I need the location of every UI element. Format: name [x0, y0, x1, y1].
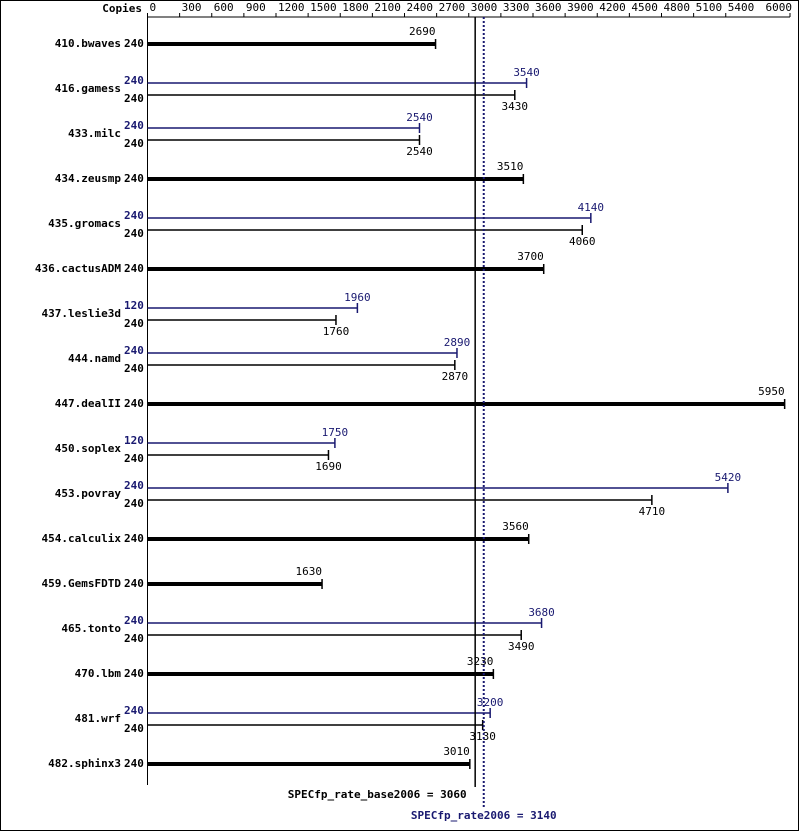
- reference-label: SPECfp_rate_base2006 = 3060: [288, 788, 467, 801]
- copies: 240: [124, 37, 144, 50]
- value-label: 2540: [406, 145, 433, 158]
- copies: 240: [124, 137, 144, 150]
- x-tick-label: 3900: [567, 1, 594, 14]
- x-tick-label: 0: [150, 1, 157, 14]
- copies: 240: [124, 362, 144, 375]
- copies: 240: [124, 74, 144, 87]
- benchmark-label: 450.soplex: [55, 442, 122, 455]
- value-label: 3200: [477, 696, 504, 709]
- copies: 240: [124, 344, 144, 357]
- copies: 240: [124, 397, 144, 410]
- benchmark-label: 454.calculix: [42, 532, 122, 545]
- x-tick-label: 2400: [407, 1, 434, 14]
- copies: 240: [124, 317, 144, 330]
- value-label: 1960: [344, 291, 371, 304]
- value-label: 1690: [315, 460, 342, 473]
- value-label: 3510: [497, 160, 524, 173]
- value-label: 2890: [444, 336, 471, 349]
- benchmark-label: 481.wrf: [75, 712, 121, 725]
- value-label: 4710: [639, 505, 666, 518]
- x-tick-label: 5400: [728, 1, 755, 14]
- value-label: 3540: [513, 66, 540, 79]
- value-label: 3130: [469, 730, 496, 743]
- copies: 120: [124, 299, 144, 312]
- value-label: 5420: [715, 471, 742, 484]
- x-tick-label: 3600: [535, 1, 562, 14]
- copies: 240: [124, 614, 144, 627]
- x-tick-label: 4800: [664, 1, 691, 14]
- x-tick-label: 5100: [696, 1, 723, 14]
- benchmark-label: 459.GemsFDTD: [42, 577, 122, 590]
- x-tick-label: 3300: [503, 1, 530, 14]
- benchmark-label: 434.zeusmp: [55, 172, 122, 185]
- value-label: 3010: [443, 745, 470, 758]
- x-tick-label: 1800: [342, 1, 369, 14]
- copies-header: Copies: [102, 2, 142, 15]
- copies: 240: [124, 667, 144, 680]
- copies: 240: [124, 704, 144, 717]
- x-tick-label: 1500: [310, 1, 337, 14]
- value-label: 3230: [467, 655, 494, 668]
- copies: 240: [124, 452, 144, 465]
- x-tick-label: 1200: [278, 1, 305, 14]
- copies: 240: [124, 119, 144, 132]
- copies: 120: [124, 434, 144, 447]
- value-label: 3680: [528, 606, 555, 619]
- copies: 240: [124, 722, 144, 735]
- value-label: 1760: [323, 325, 350, 338]
- x-tick-label: 2100: [374, 1, 401, 14]
- value-label: 1630: [296, 565, 323, 578]
- copies: 240: [124, 532, 144, 545]
- value-label: 4060: [569, 235, 596, 248]
- copies: 240: [124, 92, 144, 105]
- copies: 240: [124, 262, 144, 275]
- x-tick-label: 2700: [439, 1, 466, 14]
- benchmark-label: 433.milc: [68, 127, 121, 140]
- copies: 240: [124, 479, 144, 492]
- value-label: 3560: [502, 520, 529, 533]
- x-tick-label: 4500: [631, 1, 658, 14]
- value-label: 4140: [578, 201, 605, 214]
- value-label: 5950: [758, 385, 785, 398]
- benchmark-label: 436.cactusADM: [35, 262, 121, 275]
- x-tick-label: 4200: [599, 1, 626, 14]
- value-label: 1750: [322, 426, 349, 439]
- copies: 240: [124, 172, 144, 185]
- copies: 240: [124, 757, 144, 770]
- benchmark-label: 410.bwaves: [55, 37, 121, 50]
- value-label: 3700: [517, 250, 544, 263]
- copies: 240: [124, 497, 144, 510]
- reference-label: SPECfp_rate2006 = 3140: [411, 809, 557, 822]
- benchmark-label: 444.namd: [68, 352, 121, 365]
- benchmark-label: 465.tonto: [61, 622, 121, 635]
- copies: 240: [124, 632, 144, 645]
- value-label: 2540: [406, 111, 433, 124]
- benchmark-label: 470.lbm: [75, 667, 122, 680]
- benchmark-label: 435.gromacs: [48, 217, 121, 230]
- benchmark-label: 447.dealII: [55, 397, 121, 410]
- copies: 240: [124, 209, 144, 222]
- value-label: 2690: [409, 25, 436, 38]
- value-label: 3430: [502, 100, 529, 113]
- benchmark-label: 437.leslie3d: [42, 307, 121, 320]
- copies: 240: [124, 227, 144, 240]
- value-label: 3490: [508, 640, 535, 653]
- x-tick-label: 600: [214, 1, 234, 14]
- x-tick-label: 3000: [471, 1, 498, 14]
- value-label: 2870: [442, 370, 469, 383]
- x-tick-label: 6000: [766, 1, 793, 14]
- benchmark-label: 482.sphinx3: [48, 757, 121, 770]
- copies: 240: [124, 577, 144, 590]
- benchmark-label: 453.povray: [55, 487, 122, 500]
- x-tick-label: 900: [246, 1, 266, 14]
- benchmark-label: 416.gamess: [55, 82, 121, 95]
- x-tick-label: 300: [182, 1, 202, 14]
